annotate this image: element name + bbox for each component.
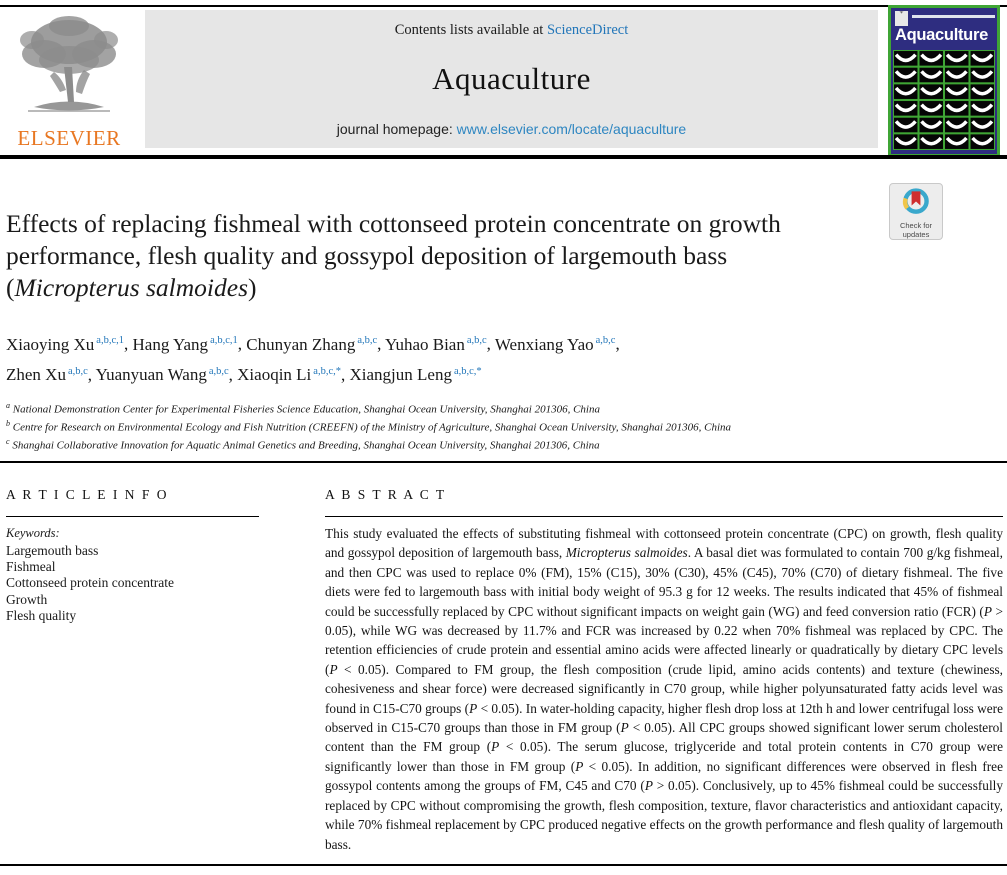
article-info-column: A R T I C L E I N F O Keywords: Largemou… (6, 487, 259, 624)
journal-masthead: Contents lists available at ScienceDirec… (145, 10, 878, 148)
author: Chunyan Zhang a,b,c (246, 334, 378, 354)
paper-title: Effects of replacing fishmeal with cotto… (6, 209, 781, 302)
authors-line: Xiaoying Xu a,b,c,1, Hang Yang a,b,c,1, Ch… (6, 334, 620, 385)
abstract-rule (325, 516, 1003, 517)
elsevier-tree-icon (6, 12, 132, 124)
check-for-updates-badge[interactable]: Check for updates (889, 183, 943, 240)
keywords-label: Keywords: (6, 526, 60, 540)
keyword: Growth (6, 591, 48, 607)
author: Xiaoying Xu a,b,c,1 (6, 334, 124, 354)
elsevier-wordmark: ELSEVIER (17, 126, 121, 150)
journal-cover[interactable]: ⚘ Aquaculture (888, 5, 1000, 157)
journal-homepage-link[interactable]: www.elsevier.com/locate/aquaculture (456, 121, 687, 137)
homepage-line: journal homepage: www.elsevier.com/locat… (145, 121, 878, 137)
homepage-prefix: journal homepage: (336, 121, 457, 137)
abstract-column: A B S T R A C T This study evaluated the… (325, 487, 1003, 854)
check-for-updates-icon (902, 188, 929, 214)
article-info-heading: A R T I C L E I N F O (6, 487, 169, 502)
cover-journal-title: Aquaculture (895, 26, 988, 44)
affiliation: a National Demonstration Center for Expe… (6, 401, 600, 416)
top-divider (0, 5, 1007, 7)
author: Wenxiang Yao a,b,c (494, 334, 616, 354)
contents-prefix: Contents lists available at (394, 22, 547, 38)
keywords-list: Largemouth bass Fishmeal Cottonseed protei… (6, 543, 259, 624)
contents-line: Contents lists available at ScienceDirec… (145, 22, 878, 39)
affiliations: a National Demonstration Center for Expe… (6, 399, 1006, 453)
author: Yuanyuan Wang a,b,c (95, 365, 229, 385)
journal-cover-art (893, 50, 995, 150)
author: Yuhao Bian a,b,c (385, 334, 487, 354)
elsevier-logo: ELSEVIER (6, 12, 132, 154)
affiliation: c Shanghai Collaborative Innovation for … (6, 437, 600, 452)
badge-line1: Check for (899, 221, 933, 230)
keyword: Flesh quality (6, 607, 77, 623)
affiliation: b Centre for Research on Environmental E… (6, 419, 732, 434)
author: Zhen Xu a,b,c (6, 365, 88, 385)
author: Xiangjun Leng a,b,c,* (349, 365, 482, 385)
sciencedirect-link[interactable]: ScienceDirect (546, 22, 629, 38)
bottom-divider (0, 864, 1007, 866)
keyword: Cottonseed protein concentrate (6, 575, 174, 591)
article-info-rule (6, 516, 259, 517)
cover-top-bar (912, 15, 995, 18)
keyword: Largemouth bass (6, 543, 99, 558)
badge-line2: updates (902, 229, 930, 239)
cover-publisher-emblem-icon: ⚘ (895, 11, 908, 26)
keyword: Fishmeal (6, 559, 56, 575)
author: Xiaoqin Li a,b,c,* (237, 365, 341, 385)
abstract-text: This study evaluated the effects of subs… (325, 526, 1004, 852)
abstract-heading: A B S T R A C T (325, 487, 447, 502)
info-section-divider (0, 461, 1007, 463)
journal-title: Aquaculture (432, 61, 591, 96)
header-divider (0, 155, 1007, 159)
author: Hang Yang a,b,c,1 (132, 334, 238, 354)
